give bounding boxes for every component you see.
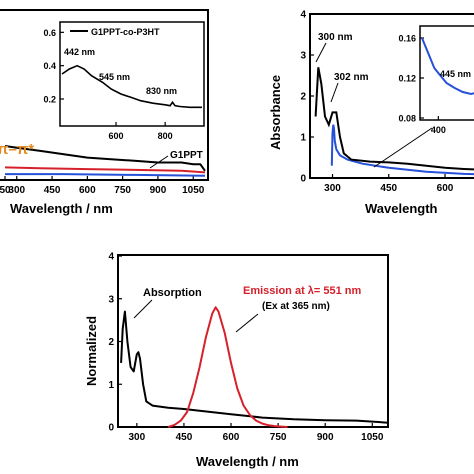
tl-inset-series (61, 64, 202, 109)
tl-inset-frame (59, 21, 205, 127)
tl-x-tick-label: 900 (150, 185, 167, 196)
b-series (120, 306, 389, 428)
tr-y-tick-label: 2 (300, 92, 306, 103)
b-x-ticks: 300 450 600 750 900 1050 (128, 423, 384, 443)
tr-series-line-1 (314, 67, 474, 171)
tl-inset-legend-label: G1PPT-co-P3HT (91, 27, 160, 37)
tl-inset-x-tick-label: 800 (158, 131, 173, 141)
b-y-axis-label: Normalized (84, 316, 99, 386)
tl-inset-y-tick-label: 0.6 (43, 28, 56, 38)
tl-series-line-1 (4, 166, 206, 174)
b-x-tick-label: 450 (176, 432, 193, 443)
tl-x-tick-label: 300 (8, 185, 25, 196)
tr-x-tick-label: 450 (380, 183, 397, 194)
tr-arrow-inset (373, 127, 433, 168)
tl-inset-x-tick-label: 600 (109, 131, 124, 141)
b-arrow-absorption (133, 299, 153, 319)
tr-inset: 0.16 0.12 0.08 400 445 nm (398, 25, 474, 135)
b-series-line-0 (120, 310, 389, 424)
b-annotation-absorption: Absorption (143, 287, 202, 299)
tl-inset-label-545: 545 nm (99, 72, 130, 82)
tr-x-tick-label: 300 (324, 183, 341, 194)
b-y-ticks: 0 1 2 3 4 (108, 252, 122, 434)
tr-inset-frame (419, 25, 474, 121)
tl-x-tick-label: 600 (79, 185, 96, 196)
tl-series-line-2 (5, 173, 206, 177)
b-annotation-excitation: (Ex at 365 nm) (262, 301, 330, 312)
tr-y-ticks: 0 1 2 3 4 (300, 10, 314, 185)
b-x-tick-label: 1050 (361, 432, 384, 443)
tr-x-tick-label: 600 (437, 183, 454, 194)
tl-inset-label-830: 830 nm (146, 86, 177, 96)
tl-series-line-0 (4, 145, 206, 172)
b-y-tick-label: 4 (108, 252, 114, 263)
tr-inset-series (421, 37, 474, 96)
tr-y-tick-label: 3 (300, 51, 306, 62)
tl-annotation-pi: π–π* (0, 141, 34, 158)
tr-annotation-302: 302 nm (334, 72, 369, 83)
tr-arrow-302 (330, 82, 339, 103)
tl-series (4, 145, 206, 177)
tr-y-tick-label: 0 (300, 174, 306, 185)
tl-frame (0, 9, 209, 181)
tl-inset: 0.6 0.4 0.2 600 800 G1PPT-co-P3HT 442 nm 54… (43, 21, 205, 141)
tl-inset-y-tick-label: 0.4 (43, 61, 56, 71)
b-y-tick-label: 1 (108, 380, 114, 391)
tl-x-tick-label: 450 (44, 185, 61, 196)
tr-series-line-0 (330, 124, 474, 176)
b-x-axis-label: Wavelength / nm (196, 454, 299, 469)
tr-y-tick-label: 4 (300, 10, 306, 21)
tl-x-tick-label: 1050 (182, 185, 205, 196)
tl-x-axis-label: Wavelength / nm (10, 201, 113, 216)
tr-x-axis-label: Wavelength (365, 201, 438, 216)
tr-inset-x-tick-label: 400 (431, 125, 446, 135)
tl-annotation-g1ppt: G1PPT (170, 150, 203, 161)
b-series-line-1 (167, 306, 288, 428)
tl-x-tick-label: 750 (114, 185, 131, 196)
tr-inset-y-tick-label: 0.12 (398, 74, 416, 84)
tr-arrow-300 (315, 42, 327, 63)
b-x-tick-label: 750 (270, 432, 287, 443)
tl-inset-y-tick-label: 0.2 (43, 95, 56, 105)
b-y-tick-label: 2 (108, 337, 114, 348)
b-frame (117, 254, 389, 428)
b-arrow-emission (235, 313, 259, 333)
b-y-tick-label: 3 (108, 294, 114, 305)
tl-inset-x-ticks: 600 800 (109, 122, 173, 141)
tl-x-tick-label: 50 (0, 185, 11, 196)
b-x-tick-label: 900 (317, 432, 334, 443)
tr-inset-y-tick-label: 0.08 (398, 114, 416, 124)
tr-inset-y-tick-label: 0.16 (398, 34, 416, 44)
b-annotation-emission: Emission at λ= 551 nm (243, 285, 362, 297)
tr-inset-x-ticks: 400 (431, 116, 446, 135)
tr-series (314, 67, 474, 176)
b-x-tick-label: 600 (223, 432, 240, 443)
tr-y-axis-label: Absorbance (268, 75, 283, 150)
tl-inset-label-442: 442 nm (64, 47, 95, 57)
b-y-tick-label: 0 (108, 423, 114, 434)
tl-inset-y-ticks: 0.6 0.4 0.2 (43, 28, 64, 105)
tr-y-tick-label: 1 (300, 133, 306, 144)
tr-inset-label-445: 445 nm (440, 69, 471, 79)
tr-annotation-300: 300 nm (318, 32, 353, 43)
tl-arrow-g1ppt (149, 155, 169, 169)
panel-bottom: 0 1 2 3 4 300 450 600 750 900 1050 Normalized Wav… (84, 252, 389, 469)
b-x-tick-label: 300 (128, 432, 145, 443)
